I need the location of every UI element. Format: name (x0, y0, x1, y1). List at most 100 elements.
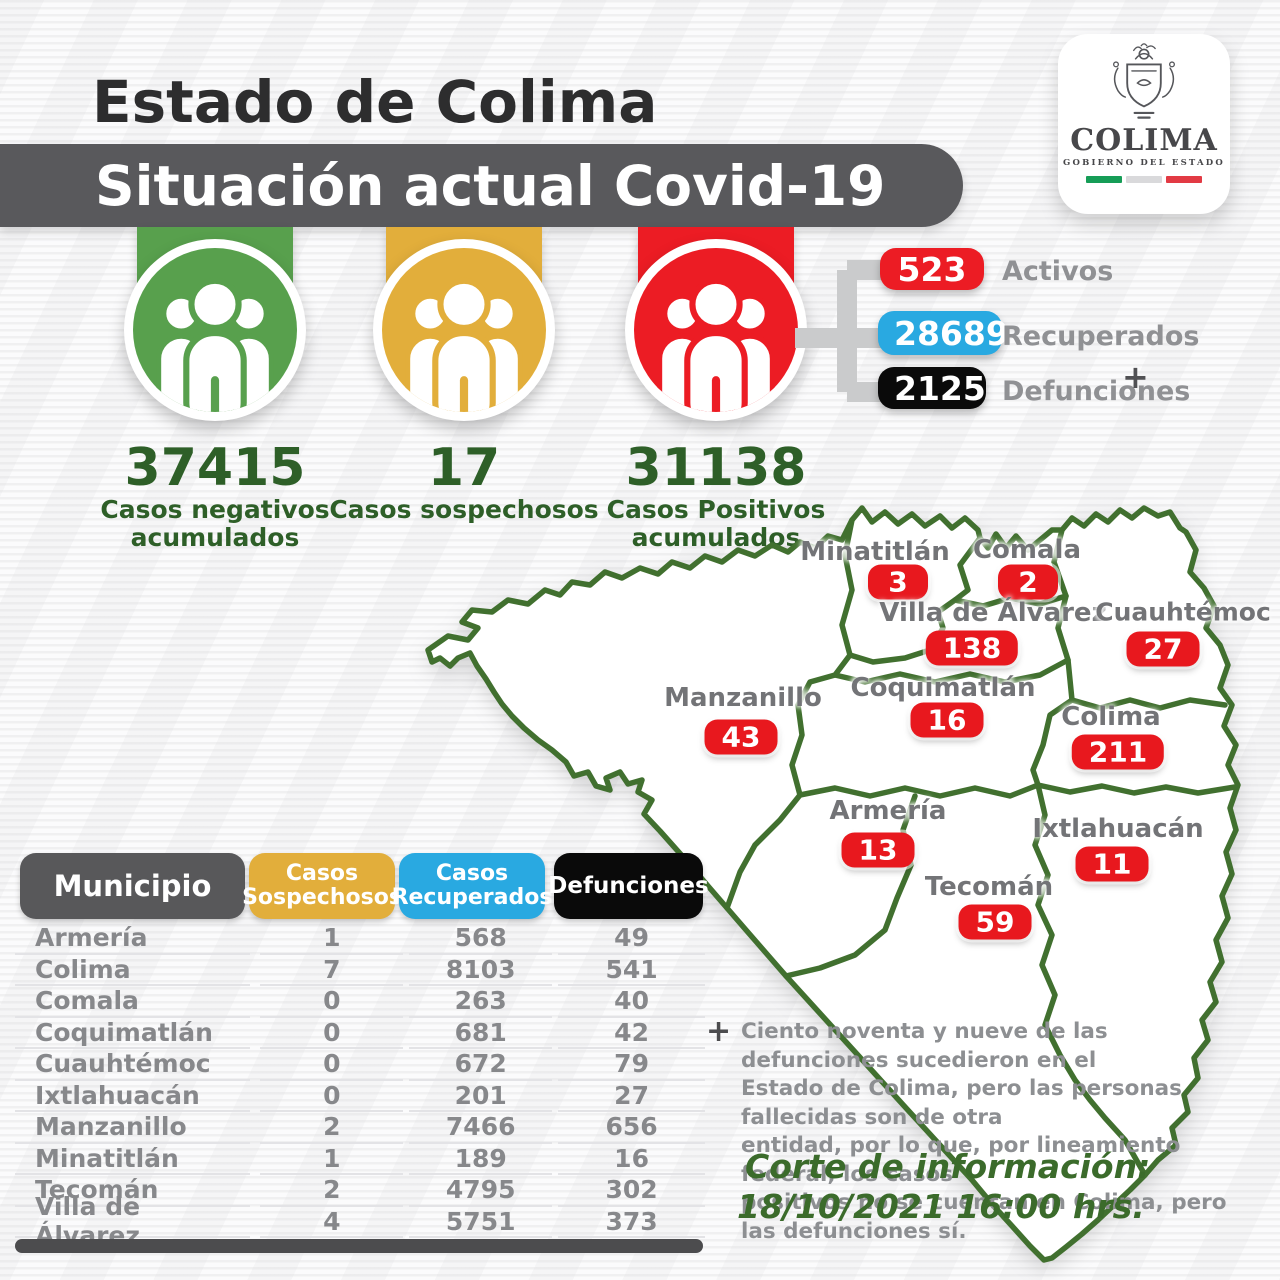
cell-municipio: Tecomán (15, 1175, 251, 1207)
footnote-plus-icon: + (706, 1014, 732, 1049)
map-label-tecoman: Tecomán (924, 872, 1054, 902)
logo-subtitle: GOBIERNO DEL ESTADO (1063, 158, 1225, 168)
cell-municipio: Villa de Álvarez (15, 1192, 251, 1250)
subtitle-banner-text: Situación actual Covid-19 (95, 153, 886, 218)
map-label-manzanillo: Manzanillo (664, 683, 822, 713)
footnote-text: Ciento noventa y nueve de las defuncione… (741, 1019, 1227, 1244)
defunciones-label: Defunciones (1002, 376, 1191, 407)
map-badge-colima: 211 (1071, 734, 1165, 770)
cell-recuperados: 8103 (409, 955, 553, 986)
defunciones-pill: 2125 (878, 367, 986, 409)
map-label-comala: Comala (972, 535, 1082, 565)
logo-name: COLIMA (1070, 123, 1218, 158)
cell-municipio: Armería (15, 923, 251, 955)
recuperados-label: Recuperados (1002, 321, 1200, 352)
map-badge-minatitlan: 3 (868, 564, 928, 600)
cell-recuperados: 7466 (409, 1112, 553, 1144)
cell-municipio: Coquimatlán (15, 1018, 251, 1049)
cell-municipio: Ixtlahuacán (15, 1081, 251, 1112)
circle-negativos (124, 239, 306, 421)
recuperados-pill: 28689 (878, 311, 1009, 355)
map-badge-villa-de-alvarez: 138 (925, 630, 1019, 666)
table-row: Colima 7 8103 541 (15, 955, 705, 986)
map-badge-comala: 2 (998, 564, 1058, 600)
cell-defunciones: 541 (558, 955, 705, 986)
table-row: Manzanillo 2 7466 656 (15, 1112, 705, 1144)
cell-recuperados: 263 (409, 986, 553, 1018)
cell-municipio: Minatitlán (15, 1144, 251, 1175)
map-badge-coquimatlan: 16 (910, 702, 984, 738)
cell-sospechosos: 7 (260, 955, 404, 986)
table-bottom-bar (15, 1239, 703, 1253)
cell-sospechosos: 4 (260, 1207, 404, 1238)
circle-sospechosos (373, 239, 555, 421)
defunciones-plus-marker: + (1122, 358, 1149, 396)
table-row: Armería 1 568 49 (15, 923, 705, 955)
cell-municipio: Cuauhtémoc (15, 1049, 251, 1081)
cell-sospechosos: 2 (260, 1175, 404, 1207)
circle-positivos (625, 239, 807, 421)
cell-recuperados: 568 (409, 923, 553, 955)
cell-defunciones: 49 (558, 923, 705, 955)
cell-defunciones: 27 (558, 1081, 705, 1112)
map-badge-armeria: 13 (841, 832, 915, 868)
colima-government-logo: COLIMA GOBIERNO DEL ESTADO (1058, 34, 1230, 214)
table-row: Cuauhtémoc 0 672 79 (15, 1049, 705, 1081)
colima-state-map: Minatitlán 3 Comala 2 Villa de Álvarez 1… (425, 500, 1271, 1270)
table-header-sospechosos: Casos Sospechosos (242, 853, 402, 919)
cell-defunciones: 42 (558, 1018, 705, 1049)
cell-recuperados: 672 (409, 1049, 553, 1081)
cell-municipio: Manzanillo (15, 1112, 251, 1144)
coat-of-arms-icon (1113, 43, 1175, 119)
cell-recuperados: 681 (409, 1018, 553, 1049)
cell-sospechosos: 0 (260, 1081, 404, 1112)
cell-defunciones: 302 (558, 1175, 705, 1207)
map-label-villa-de-alvarez: Villa de Álvarez (879, 598, 1107, 628)
cutoff-line1: Corte de información: (745, 1147, 1151, 1186)
cell-defunciones: 79 (558, 1049, 705, 1081)
stat-negativos-label: Casos negativos acumulados (100, 495, 330, 552)
cutoff-line2: 18/10/2021 16:00 hrs. (737, 1187, 1145, 1226)
cutoff-info: Corte de información: 18/10/2021 16:00 h… (737, 1147, 1151, 1226)
cell-sospechosos: 2 (260, 1112, 404, 1144)
cell-sospechosos: 0 (260, 1018, 404, 1049)
table-row: Coquimatlán 0 681 42 (15, 1018, 705, 1049)
table-header-municipio: Municipio (20, 853, 245, 919)
people-group-icon (405, 277, 523, 412)
table-row: Villa de Álvarez 4 5751 373 (15, 1192, 705, 1250)
map-badge-manzanillo: 43 (704, 719, 778, 755)
map-badge-ixtlahuacan: 11 (1075, 846, 1149, 882)
map-label-armeria: Armería (829, 796, 947, 826)
cell-defunciones: 373 (558, 1207, 705, 1238)
map-label-coquimatlan: Coquimatlán (850, 673, 1036, 703)
table-header-defunciones: Defunciones (548, 853, 709, 919)
map-label-colima: Colima (1061, 702, 1161, 732)
stat-positivos-value: 31138 (625, 438, 807, 498)
cell-sospechosos: 0 (260, 986, 404, 1018)
people-group-icon (156, 277, 274, 412)
cell-sospechosos: 1 (260, 923, 404, 955)
cell-municipio: Comala (15, 986, 251, 1018)
table-row: Comala 0 263 40 (15, 986, 705, 1018)
activos-label: Activos (1002, 256, 1114, 287)
table-row: Ixtlahuacán 0 201 27 (15, 1081, 705, 1112)
bracket-connector (795, 260, 891, 402)
map-label-cuauhtemoc: Cuauhtémoc (1095, 597, 1271, 627)
map-label-minatitlan: Minatitlán (800, 537, 950, 567)
map-badge-cuauhtemoc: 27 (1126, 631, 1200, 667)
cell-defunciones: 40 (558, 986, 705, 1018)
cell-recuperados: 4795 (409, 1175, 553, 1207)
page-title: Estado de Colima (92, 68, 658, 136)
map-label-ixtlahuacan: Ixtlahuacán (1032, 814, 1204, 844)
stat-sospechosos-value: 17 (427, 438, 501, 498)
cell-recuperados: 5751 (409, 1207, 553, 1238)
table-header-recuperados: Casos Recuperados (392, 853, 552, 919)
cell-defunciones: 16 (558, 1144, 705, 1175)
cell-recuperados: 189 (409, 1144, 553, 1175)
stat-sospechosos-label: Casos sospechosos (329, 495, 599, 524)
stat-negativos-value: 37415 (124, 438, 306, 498)
map-badge-tecoman: 59 (958, 904, 1032, 940)
people-group-icon (657, 277, 775, 412)
subtitle-banner: Situación actual Covid-19 (0, 144, 963, 227)
